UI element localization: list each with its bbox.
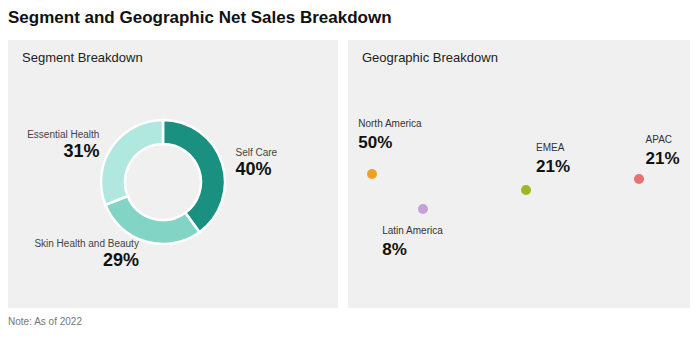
html-text:21%: 21% xyxy=(645,149,680,169)
svg-text:40%: 40% xyxy=(235,159,271,179)
svg-text:Essential Health: Essential Health xyxy=(27,129,99,140)
svg-text:Self Care: Self Care xyxy=(235,147,277,158)
html-text:50%: 50% xyxy=(358,133,393,153)
html-text:8%: 8% xyxy=(382,240,407,260)
svg-text:Skin Health and Beauty: Skin Health and Beauty xyxy=(34,238,139,249)
html-text:21%: 21% xyxy=(536,157,571,177)
html-text:Segment and Geographic Net Sal: Segment and Geographic Net Sales Breakdo… xyxy=(8,8,392,27)
html-text:Latin America: Latin America xyxy=(382,225,443,237)
html-text:Segment Breakdown: Segment Breakdown xyxy=(22,50,143,65)
svg-text:31%: 31% xyxy=(63,141,99,161)
html-text:North America: North America xyxy=(358,118,422,130)
html-text:EMEA: EMEA xyxy=(536,142,565,154)
svg-text:29%: 29% xyxy=(103,250,139,270)
html-text:Note: As of 2022: Note: As of 2022 xyxy=(8,316,82,327)
html-text:Geographic Breakdown: Geographic Breakdown xyxy=(362,50,498,65)
html-text:APAC: APAC xyxy=(645,134,672,146)
